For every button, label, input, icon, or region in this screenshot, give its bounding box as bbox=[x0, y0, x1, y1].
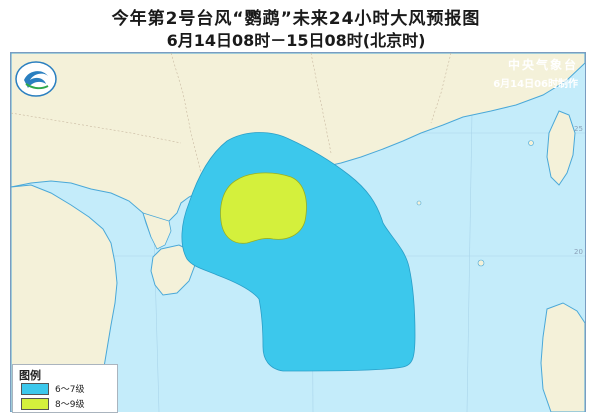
island-dot bbox=[416, 200, 422, 206]
map-canvas: 25 20 bbox=[11, 53, 585, 412]
border-line bbox=[430, 53, 452, 124]
cma-logo bbox=[14, 60, 58, 98]
cma-logo-icon bbox=[15, 61, 57, 97]
province-borders bbox=[11, 53, 452, 174]
legend-title: 图例 bbox=[19, 369, 41, 382]
taiwan-island bbox=[546, 110, 576, 186]
border-line bbox=[170, 53, 202, 174]
agency-name: 中央气象台 bbox=[507, 58, 578, 72]
legend-label: 8～9级 bbox=[55, 400, 85, 410]
agency-info: 中央气象台 6月14日06时制作 bbox=[458, 56, 578, 90]
map-title: 今年第2号台风“鹦鹉”未来24小时大风预报图 bbox=[111, 9, 481, 29]
legend-label: 6～7级 bbox=[55, 385, 85, 395]
island-dot bbox=[528, 140, 534, 146]
leizhou-peninsula bbox=[142, 212, 172, 250]
gale-area-level-8-9 bbox=[220, 172, 307, 244]
island-dot bbox=[477, 259, 485, 267]
map-area: 25 20 bbox=[10, 52, 586, 412]
legend-swatch-cyan bbox=[21, 383, 49, 395]
luzon-island bbox=[540, 302, 585, 412]
legend-swatch-yellow bbox=[21, 398, 49, 410]
title-block: 今年第2号台风“鹦鹉”未来24小时大风预报图 6月14日08时－15日08时(北… bbox=[0, 0, 592, 52]
issue-time: 6月14日06时制作 bbox=[493, 79, 578, 90]
legend: 图例 6～7级 8～9级 bbox=[12, 364, 118, 413]
lat-label-20: 20 bbox=[574, 248, 583, 256]
lat-label-25: 25 bbox=[574, 125, 583, 133]
border-line bbox=[310, 53, 332, 154]
forecast-period: 6月14日08时－15日08时(北京时) bbox=[166, 31, 426, 50]
